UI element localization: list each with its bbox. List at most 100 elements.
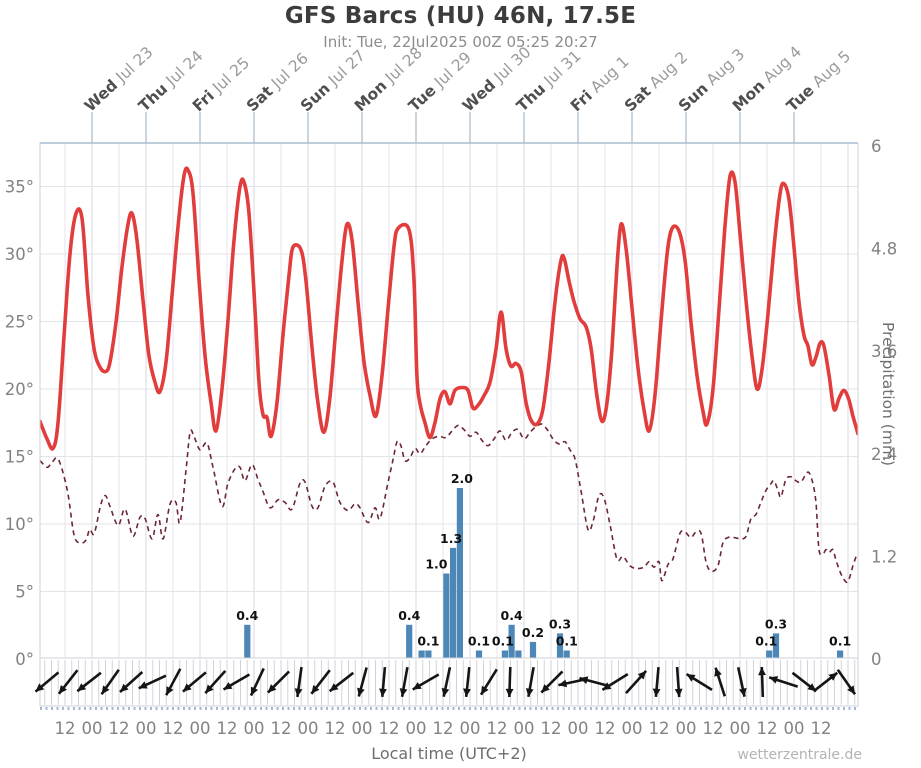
wind-arrow-head bbox=[399, 688, 408, 697]
precip-bar bbox=[556, 633, 564, 659]
precip-axis-tick: 6 bbox=[871, 137, 882, 156]
hour-tick-label: 12 bbox=[703, 719, 724, 738]
wind-arrow-head bbox=[441, 687, 450, 697]
precip-bar-label: 0.1 bbox=[492, 634, 514, 649]
wind-arrow-head bbox=[558, 679, 568, 688]
temperature-line bbox=[40, 166, 858, 451]
init-subtitle: Init: Tue, 22Jul2025 00Z 05:25 20:27 bbox=[323, 33, 598, 51]
wind-arrow-head bbox=[463, 688, 471, 697]
hour-tick-label: 12 bbox=[541, 719, 562, 738]
hour-tick-label: 12 bbox=[217, 719, 238, 738]
hour-tick-label: 12 bbox=[325, 719, 346, 738]
wind-arrow-head bbox=[267, 684, 277, 693]
wind-arrow-head bbox=[223, 682, 233, 690]
temp-axis-tick: 25° bbox=[5, 313, 34, 332]
precip-axis-tick: 4.8 bbox=[871, 240, 897, 259]
precip-bar-label: 1.3 bbox=[440, 531, 462, 546]
wind-arrow-head bbox=[686, 674, 696, 682]
temp-axis-tick: 30° bbox=[5, 245, 34, 264]
precip-bar-label: 0.3 bbox=[765, 616, 787, 631]
precip-bar-label: 0.1 bbox=[829, 634, 851, 649]
precip-bar-label: 0.2 bbox=[522, 625, 544, 640]
wind-arrow-head bbox=[579, 676, 589, 684]
wind-arrow-head bbox=[828, 672, 838, 681]
precip-axis-title: Precipitation (mm) bbox=[879, 322, 897, 467]
hour-tick-label: 00 bbox=[190, 719, 211, 738]
hour-tick-label: 00 bbox=[406, 719, 427, 738]
precip-bar bbox=[501, 650, 508, 659]
hour-tick-label: 00 bbox=[82, 719, 103, 738]
wind-arrow-head bbox=[481, 685, 489, 695]
precip-bar bbox=[563, 650, 570, 659]
wind-arrow-head bbox=[77, 683, 87, 692]
wind-arrow-head bbox=[769, 676, 779, 684]
precip-bar bbox=[475, 650, 483, 659]
precip-bar bbox=[529, 641, 537, 659]
hour-tick-label: 00 bbox=[622, 719, 643, 738]
hour-tick-label: 12 bbox=[757, 719, 778, 738]
wind-arrow-head bbox=[739, 687, 747, 697]
precip-axis-tick: 2.4 bbox=[871, 445, 897, 464]
temp-axis-tick: 35° bbox=[5, 178, 34, 197]
hour-tick-label: 00 bbox=[730, 719, 751, 738]
dewpoint-line bbox=[40, 423, 858, 584]
hour-tick-label: 12 bbox=[811, 719, 832, 738]
wind-arrow-head bbox=[505, 688, 514, 697]
precip-bar bbox=[766, 650, 773, 659]
day-ticks bbox=[91, 112, 795, 143]
precip-axis-tick: 0 bbox=[871, 650, 882, 669]
temp-axis-tick: 5° bbox=[15, 583, 34, 602]
precip-bar-label: 1.0 bbox=[425, 557, 447, 572]
precip-bar-label: 0.4 bbox=[236, 608, 258, 623]
hour-tick-labels: 12 00 12 00 12 00 12 00 12 00 12 00 12 00 12 00 12 00 12 00… bbox=[55, 719, 832, 738]
precip-bar-label: 0.1 bbox=[417, 634, 439, 649]
wind-arrow-head bbox=[652, 688, 661, 697]
hour-tick-label: 12 bbox=[379, 719, 400, 738]
wind-arrow-head bbox=[807, 683, 817, 692]
wind-band bbox=[39, 657, 859, 710]
precip-bar bbox=[508, 624, 515, 659]
precip-axis-labels: 0 1.2 2.4 3.6 4.8 6 bbox=[871, 137, 897, 669]
wind-arrow-head bbox=[35, 683, 45, 692]
temp-axis-labels: 0° 5° 10° 15° 20° 25° 30° 35° bbox=[5, 178, 34, 670]
hour-tick-label: 00 bbox=[352, 719, 373, 738]
wind-arrow-head bbox=[329, 683, 339, 692]
wind-arrow-head bbox=[294, 688, 303, 697]
precip-axis-tick: 3.6 bbox=[871, 342, 897, 361]
temp-axis-tick: 20° bbox=[5, 380, 34, 399]
hour-tick-label: 12 bbox=[271, 719, 292, 738]
wind-arrow-head bbox=[120, 683, 129, 692]
wind-arrow-head bbox=[412, 682, 422, 690]
precip-bar bbox=[450, 547, 457, 659]
wind-arrow-head bbox=[379, 688, 387, 697]
wind-arrow-head bbox=[602, 682, 612, 690]
wind-arrow-head bbox=[138, 681, 148, 689]
precip-bar-label: 0.4 bbox=[501, 608, 523, 623]
precip-bar bbox=[837, 650, 844, 659]
temp-axis-tick: 10° bbox=[5, 515, 34, 534]
hour-tick-label: 00 bbox=[676, 719, 697, 738]
wind-arrow-head bbox=[758, 667, 766, 676]
hour-tick-label: 00 bbox=[460, 719, 481, 738]
precip-bar bbox=[425, 650, 432, 659]
wind-arrow-head bbox=[847, 685, 855, 695]
wind-arrow-head bbox=[525, 688, 534, 697]
precip-axis-tick: 1.2 bbox=[871, 547, 897, 566]
precip-bar bbox=[456, 488, 463, 659]
hour-tick-label: 00 bbox=[244, 719, 265, 738]
precip-bar-label: 2.0 bbox=[451, 471, 473, 486]
wind-arrow-head bbox=[714, 667, 722, 677]
precipitation-bars bbox=[244, 488, 844, 659]
hour-tick-label: 12 bbox=[55, 719, 76, 738]
precip-bar bbox=[244, 624, 251, 659]
precip-bar bbox=[418, 650, 425, 659]
precip-bar bbox=[443, 573, 450, 659]
gridlines bbox=[40, 143, 858, 658]
hour-tick-label: 12 bbox=[649, 719, 670, 738]
watermark: wetterzentrale.de bbox=[737, 747, 862, 763]
precip-bar-label: 0.3 bbox=[549, 616, 571, 631]
precip-bar-label: 0.1 bbox=[468, 634, 490, 649]
wind-arrows bbox=[34, 666, 857, 698]
